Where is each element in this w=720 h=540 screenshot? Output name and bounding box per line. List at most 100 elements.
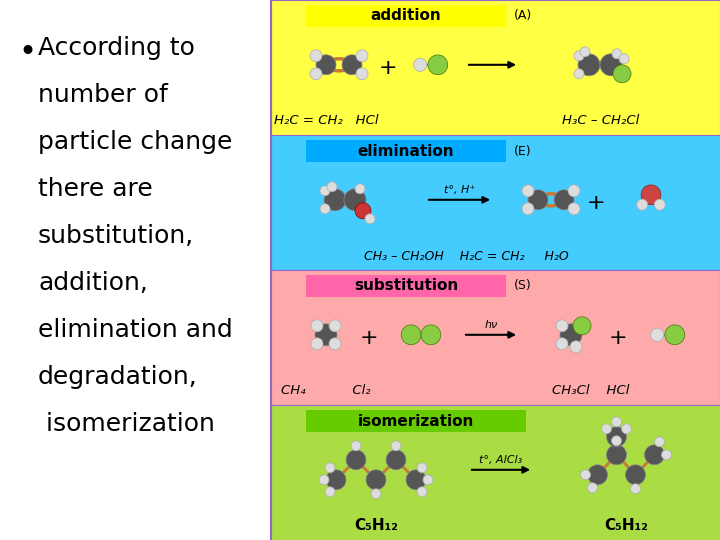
Circle shape — [654, 199, 665, 210]
Text: substitution: substitution — [354, 279, 458, 294]
Circle shape — [417, 463, 427, 473]
Circle shape — [327, 182, 337, 192]
Bar — [306, 410, 526, 432]
Circle shape — [580, 47, 590, 57]
Circle shape — [641, 185, 661, 205]
Circle shape — [316, 55, 336, 75]
Circle shape — [651, 328, 664, 341]
Text: degradation,: degradation, — [38, 365, 198, 389]
Circle shape — [423, 475, 433, 485]
Text: (S): (S) — [514, 280, 532, 293]
Circle shape — [311, 320, 323, 332]
Circle shape — [344, 189, 366, 211]
Bar — [306, 275, 506, 297]
Circle shape — [588, 483, 598, 493]
Circle shape — [421, 325, 441, 345]
Circle shape — [522, 203, 534, 215]
Circle shape — [325, 463, 335, 473]
Circle shape — [619, 54, 629, 64]
Circle shape — [568, 203, 580, 215]
Circle shape — [391, 441, 401, 451]
Circle shape — [329, 320, 341, 332]
Circle shape — [612, 49, 622, 59]
Circle shape — [606, 427, 626, 447]
Text: t°, AlCl₃: t°, AlCl₃ — [480, 455, 523, 465]
Circle shape — [324, 189, 346, 211]
Circle shape — [611, 417, 621, 427]
Circle shape — [636, 199, 648, 210]
Circle shape — [342, 55, 362, 75]
Circle shape — [665, 325, 685, 345]
Circle shape — [662, 450, 672, 460]
Text: there are: there are — [38, 177, 153, 201]
Text: addition,: addition, — [38, 271, 148, 295]
Circle shape — [386, 450, 406, 470]
Bar — [271, 135, 720, 270]
Circle shape — [417, 487, 427, 497]
Circle shape — [644, 445, 665, 465]
Text: +: + — [360, 328, 378, 348]
Bar — [271, 0, 720, 540]
Bar — [306, 5, 506, 27]
Circle shape — [351, 441, 361, 451]
Circle shape — [522, 185, 534, 197]
Circle shape — [428, 55, 448, 75]
Circle shape — [326, 470, 346, 490]
Bar — [271, 270, 720, 405]
Text: substitution,: substitution, — [38, 224, 194, 248]
Text: H₃C – CH₂Cl: H₃C – CH₂Cl — [562, 114, 639, 127]
Circle shape — [588, 465, 608, 485]
Circle shape — [574, 69, 584, 79]
Circle shape — [570, 341, 582, 353]
Bar — [306, 140, 506, 162]
Text: •: • — [18, 38, 36, 67]
Circle shape — [554, 190, 574, 210]
Text: number of: number of — [38, 83, 168, 107]
Circle shape — [329, 338, 341, 350]
Circle shape — [611, 436, 621, 446]
Text: (A): (A) — [514, 10, 532, 23]
Circle shape — [355, 184, 365, 194]
Circle shape — [356, 68, 368, 80]
Text: t°, H⁺: t°, H⁺ — [444, 185, 475, 195]
Circle shape — [346, 450, 366, 470]
Circle shape — [366, 470, 386, 490]
Text: CH₃ – CH₂OH    H₂C = CH₂     H₂O: CH₃ – CH₂OH H₂C = CH₂ H₂O — [364, 249, 568, 262]
Text: H₂C = CH₂   HCl: H₂C = CH₂ HCl — [274, 114, 378, 127]
Circle shape — [311, 338, 323, 350]
Text: hν: hν — [485, 320, 498, 330]
Circle shape — [315, 324, 337, 346]
Circle shape — [320, 186, 330, 196]
Circle shape — [580, 470, 590, 480]
Text: (E): (E) — [514, 145, 531, 158]
Circle shape — [574, 51, 584, 61]
Text: addition: addition — [371, 9, 441, 24]
Text: C₅H₁₂: C₅H₁₂ — [354, 518, 398, 534]
Bar — [271, 405, 720, 540]
Circle shape — [556, 338, 568, 350]
Circle shape — [355, 203, 371, 219]
Circle shape — [406, 470, 426, 490]
Circle shape — [600, 54, 622, 76]
Circle shape — [621, 424, 631, 434]
Text: elimination and: elimination and — [38, 318, 233, 342]
Circle shape — [613, 65, 631, 83]
Circle shape — [371, 489, 381, 499]
Circle shape — [601, 424, 611, 434]
Circle shape — [626, 465, 646, 485]
Text: +: + — [608, 328, 627, 348]
Text: CH₄           Cl₂: CH₄ Cl₂ — [282, 384, 371, 397]
Circle shape — [573, 317, 591, 335]
Circle shape — [578, 54, 600, 76]
Text: isomerization: isomerization — [38, 412, 215, 436]
Circle shape — [325, 487, 335, 497]
Circle shape — [413, 58, 427, 71]
Circle shape — [319, 475, 329, 485]
Circle shape — [401, 325, 421, 345]
Circle shape — [528, 190, 548, 210]
Text: elimination: elimination — [358, 144, 454, 159]
Circle shape — [356, 50, 368, 62]
Circle shape — [568, 185, 580, 197]
Bar — [271, 0, 720, 135]
Circle shape — [654, 437, 665, 447]
